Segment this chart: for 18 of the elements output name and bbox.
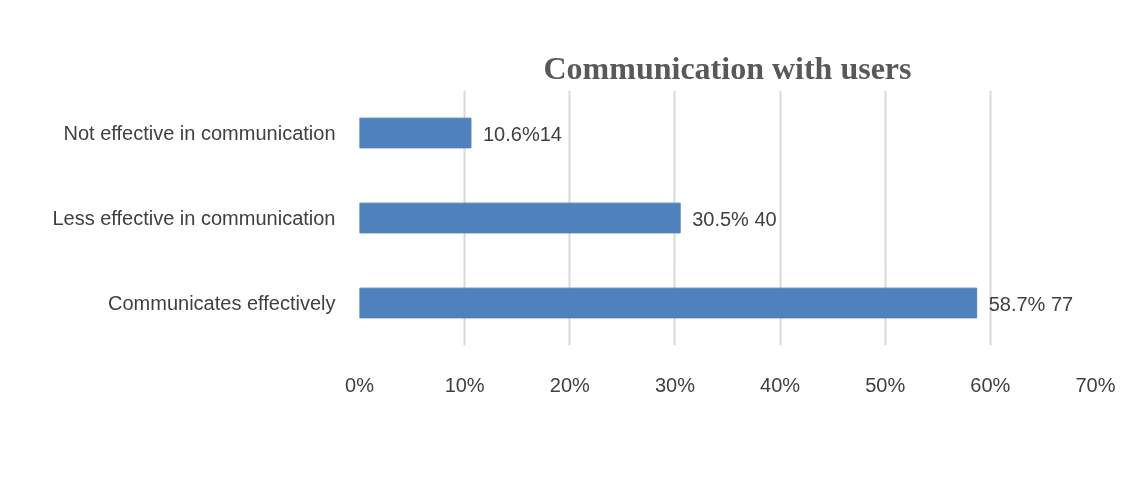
- x-tick-label: 10%: [444, 373, 485, 396]
- x-tick-label: 60%: [970, 373, 1011, 396]
- y-tick-label: Communicates effectively: [108, 292, 336, 314]
- x-tick-label: 30%: [654, 373, 696, 396]
- chart-title: Communication with users: [543, 49, 912, 86]
- data-label: 30.5% 40: [692, 208, 777, 230]
- data-label: 58.7% 77: [988, 293, 1074, 315]
- x-tick-label: 50%: [865, 373, 906, 396]
- data-label: 10.6%14: [482, 123, 562, 145]
- x-tick-label: 0%: [345, 373, 375, 396]
- x-tick-label: 70%: [1075, 373, 1116, 396]
- y-tick-label: Not effective in communication: [63, 122, 336, 144]
- bar: [359, 202, 681, 234]
- y-tick-label: Less effective in communication: [52, 207, 336, 229]
- bar: [359, 117, 472, 149]
- x-tick-label: 20%: [549, 373, 591, 396]
- x-tick-label: 40%: [760, 373, 801, 396]
- bar: [359, 287, 978, 319]
